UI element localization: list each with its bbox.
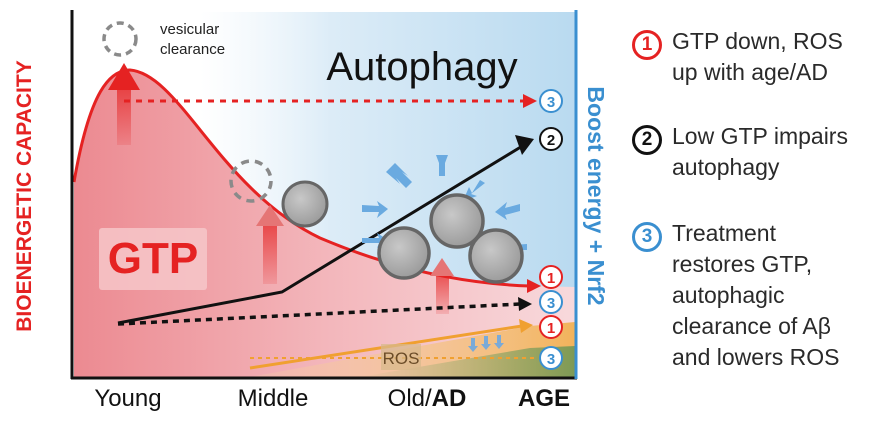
marker-2: 2	[539, 127, 563, 151]
legend-item-1: 1 GTP down, ROS up with age/AD	[632, 26, 892, 88]
gtp-area	[74, 70, 575, 377]
x-tick-young: Young	[94, 385, 161, 412]
legend-badge-3: 3	[632, 222, 662, 252]
treatment-autophagy-dotted-line	[117, 302, 521, 326]
dashed-vesicle-icon	[102, 21, 138, 57]
x-tick-ad: AD	[432, 385, 467, 412]
legend-text-2: Low GTP impairs autophagy	[672, 123, 848, 180]
legend-badge-2: 2	[632, 125, 662, 155]
ros-arrowhead	[519, 319, 533, 333]
old-up-arrow-shaft	[436, 272, 449, 314]
vesicle-3-icon	[468, 228, 524, 284]
treatment-autophagy-arrowhead	[518, 297, 532, 311]
vesicle-middle-icon	[281, 180, 329, 228]
ros-label-box	[381, 344, 421, 370]
legend-text-3: Treatment restores GTP, autophagic clear…	[672, 220, 840, 370]
middle-up-arrowhead	[256, 205, 284, 226]
right-axis-title: Boost energy + Nrf2	[583, 86, 609, 305]
vesicle-2-icon	[429, 193, 485, 249]
legend-item-2: 2 Low GTP impairs autophagy	[632, 121, 892, 183]
autophagy-trend-arrowhead	[515, 135, 534, 155]
ros-label: ROS	[383, 349, 420, 368]
vesicular-clearance-label-line1: vesicular	[160, 21, 219, 38]
marker-3-top: 3	[539, 89, 563, 113]
legend-badge-1: 1	[632, 30, 662, 60]
middle-up-arrow-shaft	[263, 222, 277, 284]
svg-text:3: 3	[547, 351, 555, 368]
clearance-arrowhead	[108, 63, 140, 90]
autophagy-trend-line	[117, 143, 525, 325]
left-axis-title: BIOENERGETIC CAPACITY	[13, 60, 36, 331]
vesicular-clearance-label-line2: clearance	[160, 41, 225, 58]
x-axis-title: AGE	[518, 385, 570, 412]
marker-3-autophagy: 3	[539, 290, 563, 314]
marker-1-gtp: 1	[539, 265, 563, 289]
legend-text-1: GTP down, ROS up with age/AD	[672, 28, 843, 85]
x-tick-old: Old/	[388, 385, 432, 412]
gtp-label-box	[99, 228, 207, 290]
vesicle-1-icon	[377, 226, 431, 280]
svg-text:1: 1	[547, 320, 555, 337]
legend-item-3: 3 Treatment restores GTP, autophagic cle…	[632, 218, 892, 373]
marker-3-ros: 3	[539, 346, 563, 370]
treatment-capacity-arrowhead	[523, 94, 537, 108]
autophagy-title: Autophagy	[326, 45, 517, 89]
old-up-arrowhead	[430, 258, 454, 276]
svg-text:3: 3	[547, 94, 555, 111]
clearance-arrow-shaft	[117, 85, 131, 145]
x-tick-middle: Middle	[238, 385, 309, 412]
svg-text:1: 1	[547, 270, 555, 287]
x-tick-old-ad: Old/AD	[388, 385, 467, 412]
svg-text:3: 3	[547, 295, 555, 312]
dashed-vesicle-middle-icon	[229, 159, 273, 203]
marker-1-ros: 1	[539, 315, 563, 339]
ros-down-arrows	[468, 335, 504, 352]
gtp-curve-arrowhead	[527, 279, 541, 293]
svg-text:2: 2	[547, 132, 555, 149]
gtp-label: GTP	[108, 234, 198, 283]
